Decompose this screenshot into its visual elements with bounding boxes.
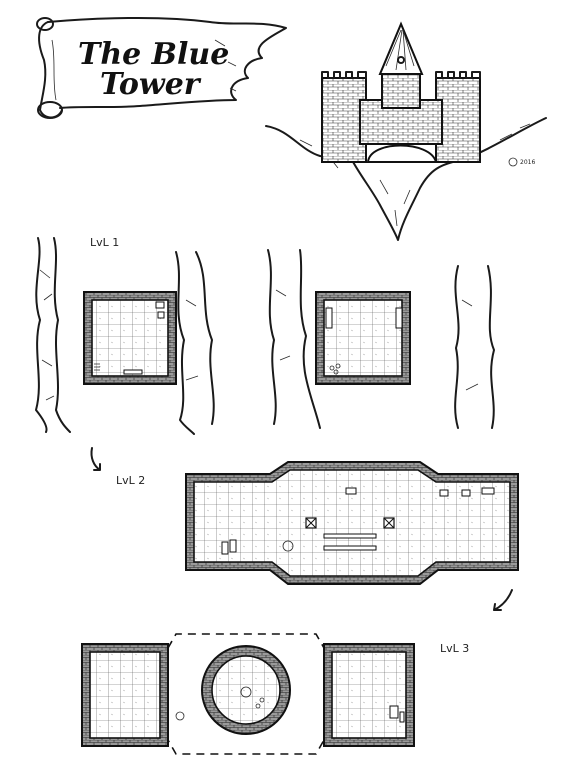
title-line-1: The Blue	[78, 37, 229, 72]
signature-year: 2016	[520, 159, 535, 166]
level-1-cliffs	[35, 237, 495, 435]
level-2-hall	[185, 461, 519, 585]
title-line-2: Tower	[100, 67, 202, 102]
level-1-room-west	[83, 291, 177, 385]
curved-arrow-icon-2	[493, 589, 513, 611]
curved-arrow-icon	[90, 447, 101, 471]
signature-mark	[508, 157, 518, 167]
level-1-room-east	[315, 291, 411, 385]
level-3-label: LvL 3	[440, 642, 469, 655]
level-1-label: LvL 1	[90, 236, 119, 249]
castle-on-floating-rock-icon: 2016	[265, 21, 547, 241]
title-banner: The Blue Tower	[36, 16, 287, 119]
level-3-complex	[81, 633, 415, 755]
level-2-label: LvL 2	[116, 474, 145, 487]
scroll-banner-icon	[36, 16, 287, 119]
